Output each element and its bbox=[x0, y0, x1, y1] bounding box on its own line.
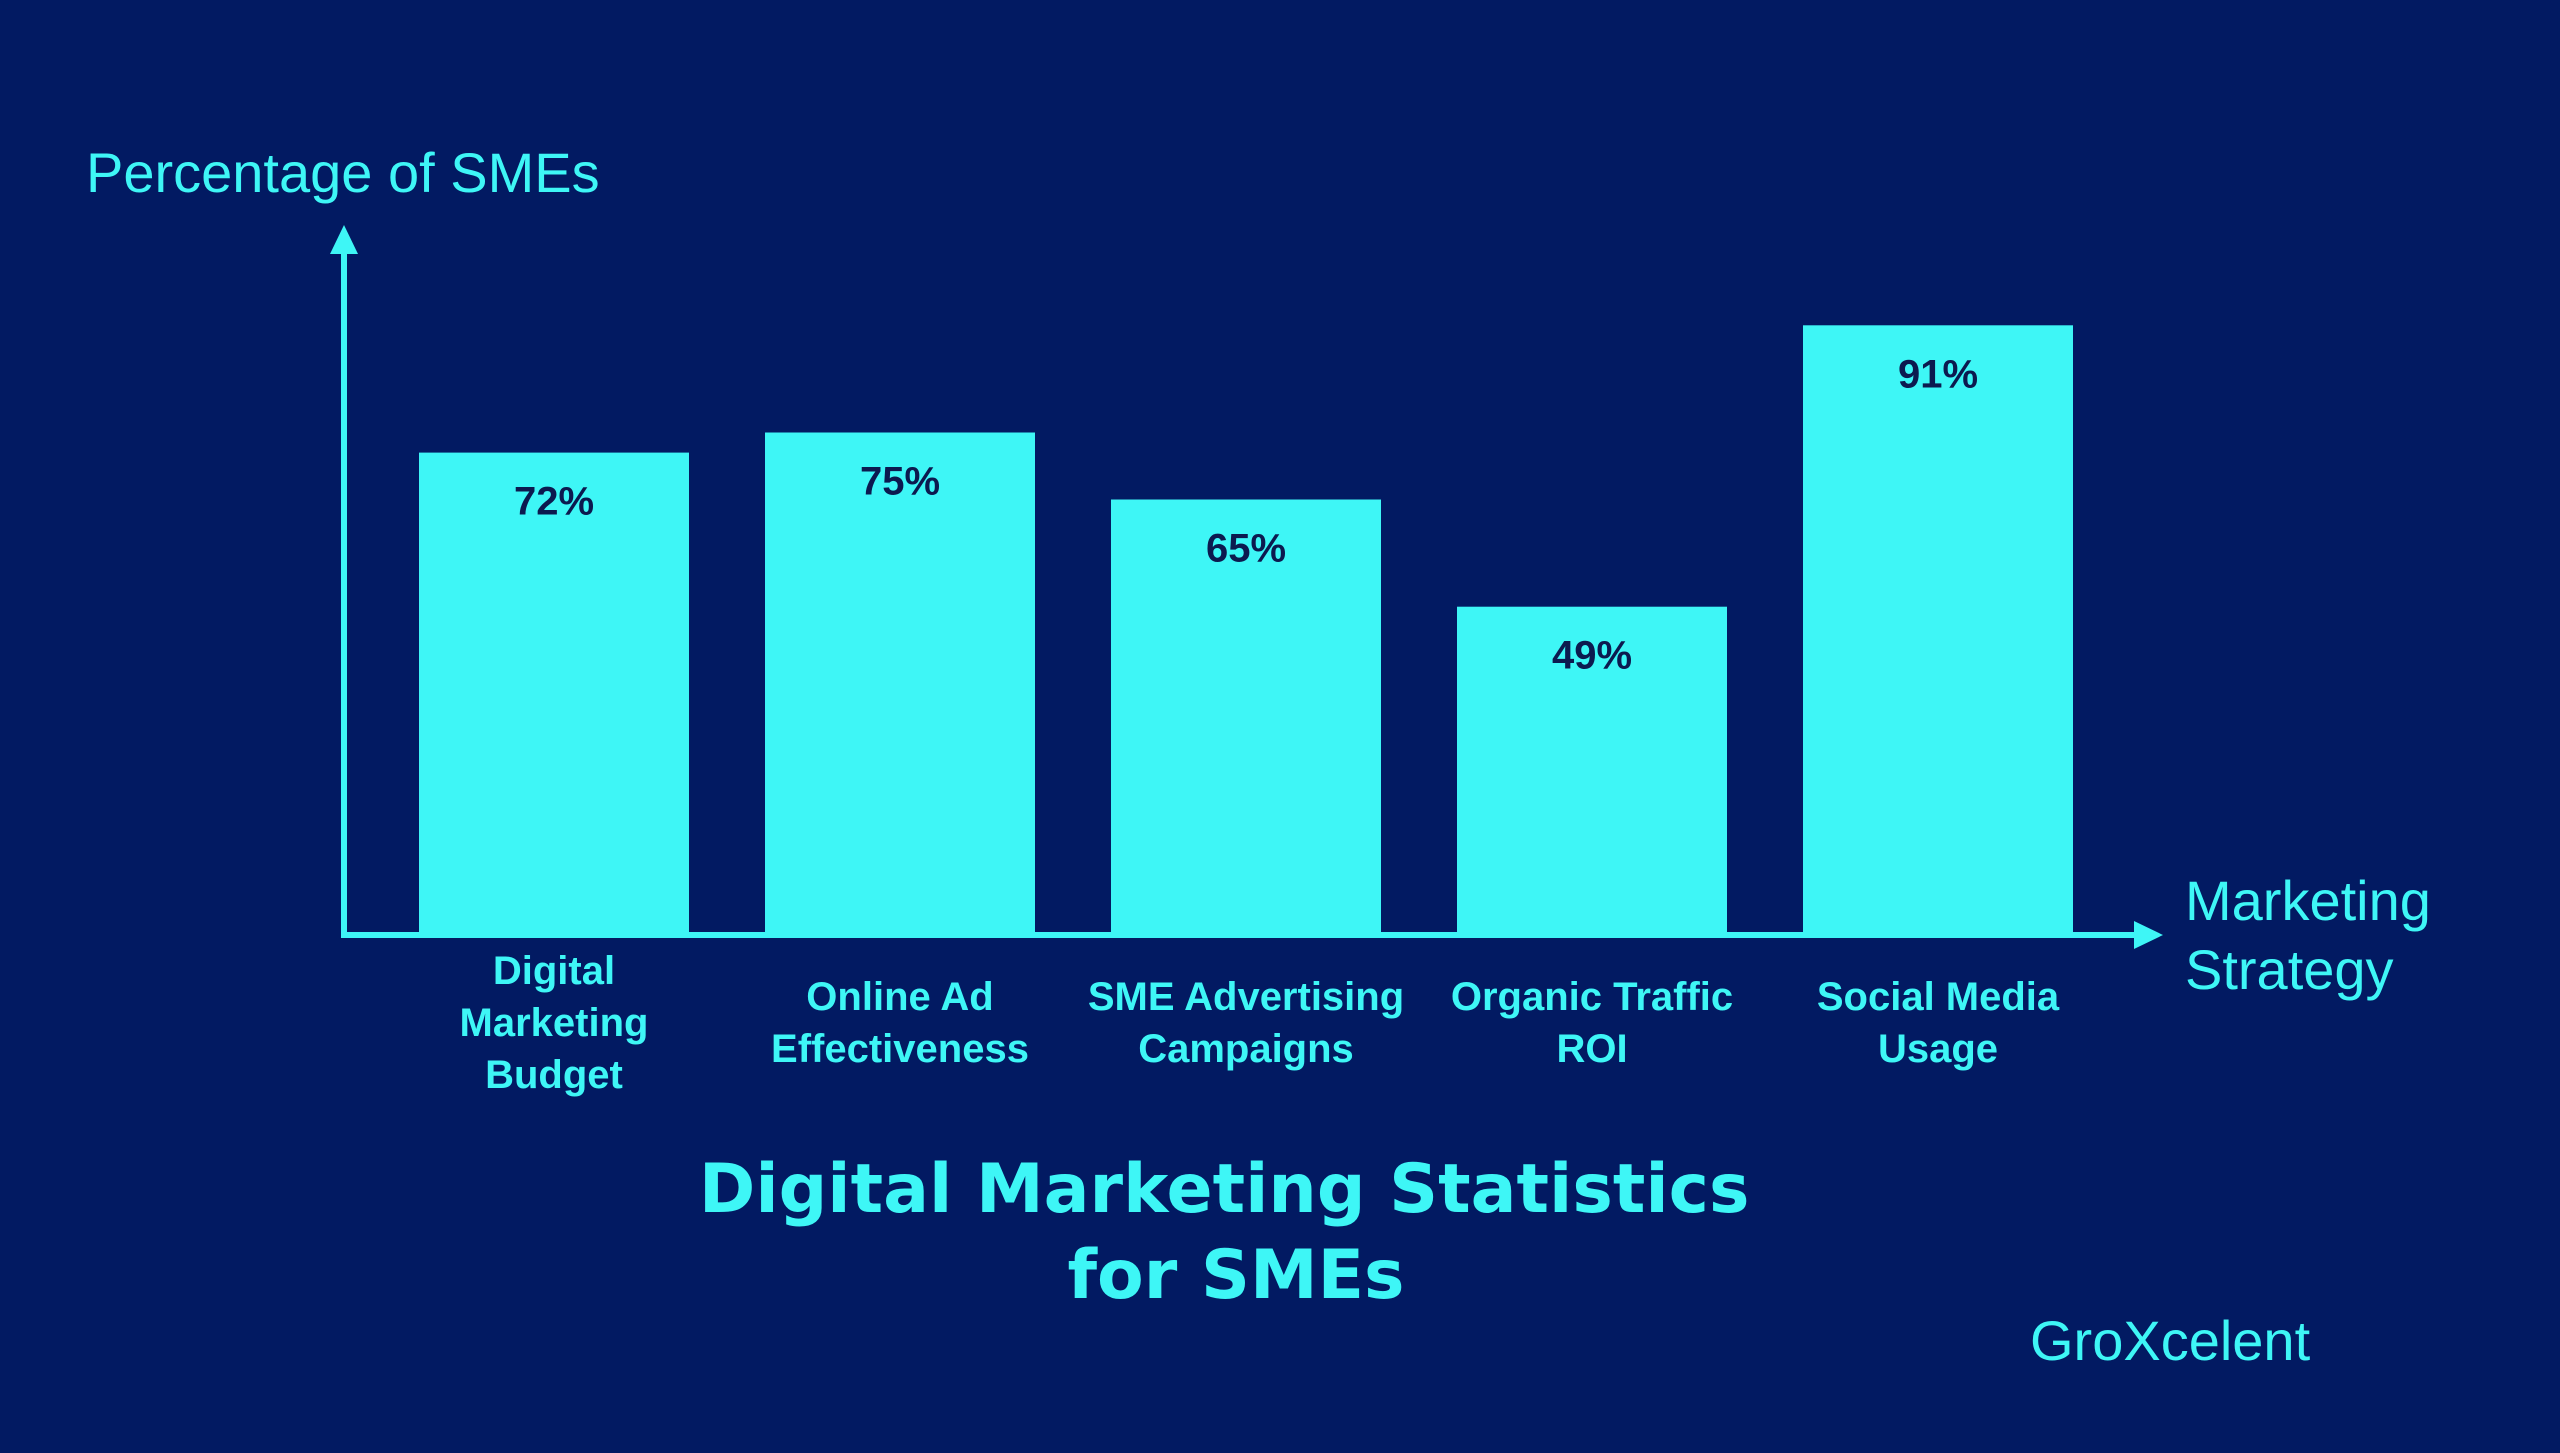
tick-label-line: SME Advertising bbox=[1088, 975, 1404, 1019]
brand-watermark: GroXcelent bbox=[2030, 1309, 2311, 1372]
x-axis-label: Marketing Strategy bbox=[2185, 869, 2446, 1001]
tick-label: Social Media Usage bbox=[1817, 975, 2060, 1071]
bar bbox=[419, 452, 689, 935]
bar bbox=[765, 432, 1035, 935]
tick-label: Organic Traffic ROI bbox=[1451, 975, 1733, 1071]
tick-label-line: Marketing bbox=[460, 1001, 649, 1045]
x-axis-arrow-icon bbox=[2134, 921, 2163, 949]
tick-label: SME Advertising Campaigns bbox=[1088, 975, 1404, 1071]
bar bbox=[1457, 606, 1727, 935]
data-labels: 72% 75% 65% 49% 91% bbox=[514, 352, 1978, 677]
tick-label-line: ROI bbox=[1556, 1027, 1627, 1071]
chart-title-line-2: for SMEs bbox=[1067, 1236, 1404, 1315]
y-axis-label: Percentage of SMEs bbox=[86, 141, 600, 204]
x-axis-label-line-1: Marketing bbox=[2185, 869, 2431, 932]
y-axis-arrow-icon bbox=[330, 225, 358, 254]
bar bbox=[1111, 499, 1381, 935]
tick-label-line: Usage bbox=[1878, 1027, 1998, 1071]
tick-label: Digital Marketing Budget bbox=[460, 949, 649, 1097]
tick-label-line: Digital bbox=[493, 949, 615, 993]
bars bbox=[419, 325, 2073, 935]
data-label: 75% bbox=[860, 460, 940, 504]
tick-label-line: Organic Traffic bbox=[1451, 975, 1733, 1019]
data-label: 72% bbox=[514, 480, 594, 524]
data-label: 49% bbox=[1552, 634, 1632, 678]
chart-title-line-1: Digital Marketing Statistics bbox=[699, 1150, 1750, 1229]
tick-label-line: Online Ad bbox=[806, 975, 993, 1019]
data-label: 65% bbox=[1206, 527, 1286, 571]
data-label: 91% bbox=[1898, 352, 1978, 396]
tick-label-line: Budget bbox=[485, 1053, 623, 1097]
tick-label-line: Social Media bbox=[1817, 975, 2060, 1019]
bar bbox=[1803, 325, 2073, 935]
tick-label-line: Campaigns bbox=[1138, 1027, 1354, 1071]
tick-label: Online Ad Effectiveness bbox=[771, 975, 1029, 1071]
x-axis-label-line-2: Strategy bbox=[2185, 938, 2394, 1001]
chart-title: Digital Marketing Statistics for SMEs bbox=[699, 1150, 1773, 1315]
tick-labels: Digital Marketing Budget Online Ad Effective… bbox=[460, 949, 2060, 1097]
tick-label-line: Effectiveness bbox=[771, 1027, 1029, 1071]
